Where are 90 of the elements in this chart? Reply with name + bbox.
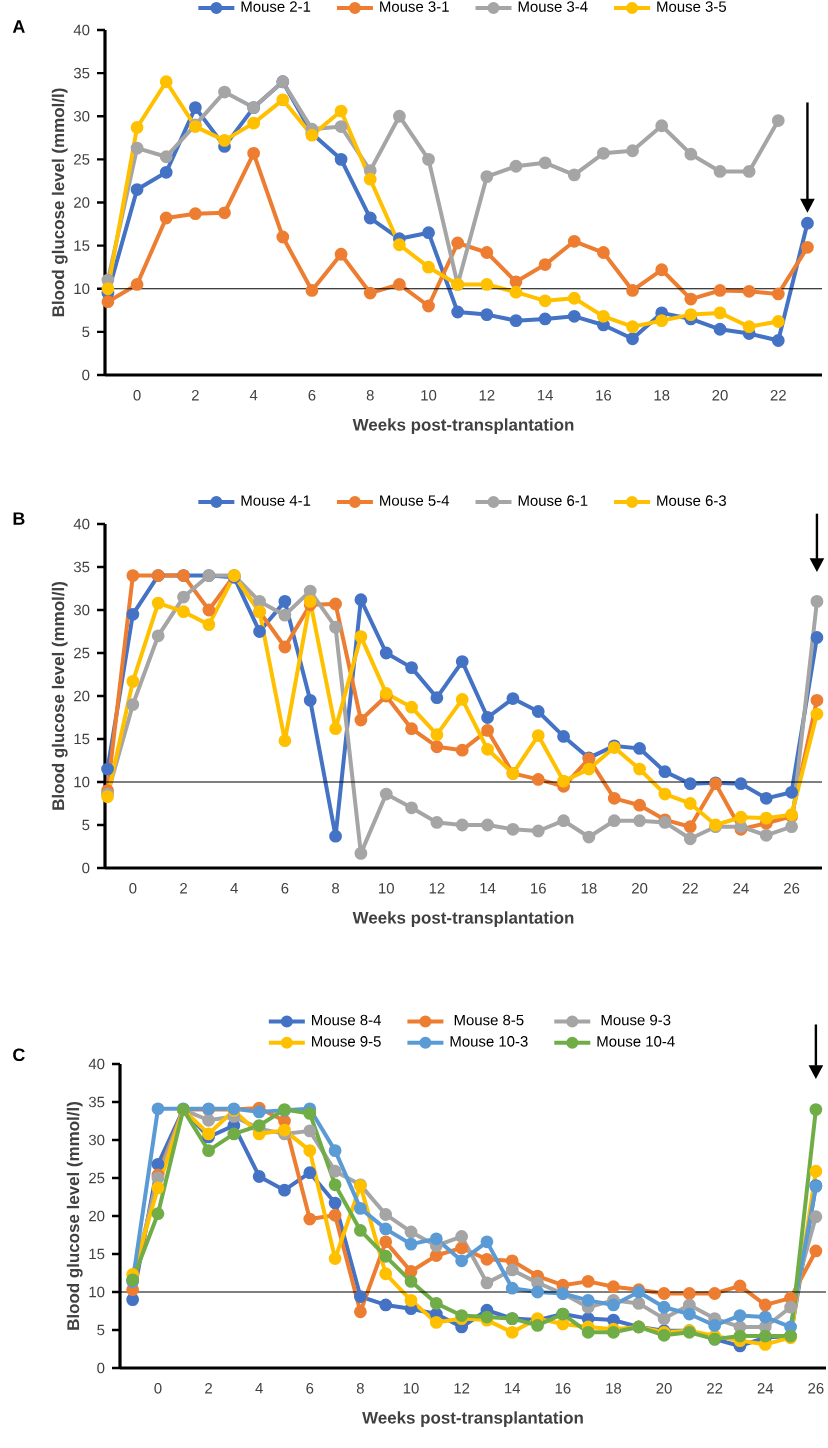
y-tick-label: 5	[82, 326, 90, 338]
x-tick-label: 20	[712, 390, 728, 401]
legend-label: Mouse 10-4	[597, 1036, 675, 1047]
legend-label: Mouse 3-5	[657, 1, 727, 12]
x-tick-label: 24	[733, 883, 749, 894]
legend-label: Mouse 8-4	[312, 1014, 381, 1026]
y-tick-label: 0	[97, 1362, 105, 1374]
x-tick-label: 16	[531, 883, 546, 894]
y-tick-label: 40	[73, 24, 90, 36]
x-tick-label: 10	[421, 390, 437, 401]
x-tick-label: 4	[249, 390, 258, 401]
x-tick-label: 14	[480, 883, 496, 894]
x-tick-label: 10	[379, 883, 394, 894]
x-tick-label: 6	[308, 390, 316, 401]
legend-label: Mouse 9-3	[601, 1014, 671, 1026]
legend-label: Mouse 10-3	[450, 1036, 528, 1047]
x-axis-title: Weeks post-transplantation	[352, 418, 574, 435]
x-tick-label: 22	[707, 1383, 723, 1394]
chart-title: A	[12, 20, 25, 33]
y-axis-title: Blood glucose level (mmol/l)	[66, 1102, 83, 1330]
y-tick-label: 10	[74, 776, 90, 788]
x-tick-label: 2	[191, 390, 199, 401]
x-tick-label: 0	[154, 1383, 162, 1394]
y-tick-label: 30	[73, 604, 90, 616]
x-tick-label: 2	[205, 1383, 212, 1394]
y-tick-label: 20	[74, 197, 90, 208]
x-tick-label: 14	[537, 390, 553, 401]
legend-label: Mouse 6-1	[518, 495, 588, 506]
y-tick-label: 10	[74, 283, 90, 295]
x-tick-label: 26	[784, 883, 800, 894]
y-tick-label: 30	[73, 110, 90, 122]
y-tick-label: 15	[74, 240, 90, 251]
x-tick-label: 26	[808, 1383, 824, 1394]
x-tick-label: 18	[606, 1383, 622, 1394]
x-tick-label: 6	[306, 1383, 314, 1394]
x-tick-label: 20	[632, 883, 648, 894]
x-tick-label: 14	[505, 1383, 521, 1394]
legend-label: Mouse 3-1	[380, 1, 449, 12]
x-axis-title: Weeks post-transplantation	[362, 1411, 583, 1428]
y-tick-label: 25	[74, 154, 90, 165]
x-tick-label: 12	[429, 883, 445, 894]
y-tick-label: 40	[73, 518, 90, 530]
x-tick-label: 20	[656, 1383, 672, 1394]
y-tick-label: 5	[97, 1324, 105, 1336]
y-tick-label: 20	[74, 690, 90, 702]
x-tick-label: 4	[255, 1383, 263, 1394]
x-tick-label: 8	[366, 390, 374, 401]
y-tick-label: 15	[89, 1248, 105, 1260]
y-tick-label: 25	[89, 1172, 105, 1184]
y-tick-label: 40	[88, 1058, 105, 1070]
x-tick-label: 18	[654, 390, 670, 401]
chart-title: B	[13, 512, 25, 525]
legend-label: Mouse 9-5	[312, 1036, 381, 1047]
y-tick-label: 20	[89, 1210, 105, 1222]
legend-label: Mouse 4-1	[241, 495, 311, 506]
x-tick-label: 12	[454, 1383, 470, 1394]
x-tick-label: 2	[180, 883, 187, 894]
x-tick-label: 16	[555, 1383, 571, 1394]
x-axis-title: Weeks post-transplantation	[352, 911, 574, 928]
x-tick-label: 22	[682, 883, 698, 894]
x-tick-label: 0	[133, 390, 141, 401]
x-tick-label: 12	[479, 390, 495, 401]
y-tick-label: 10	[89, 1286, 105, 1298]
chart-title: C	[13, 1048, 25, 1062]
legend-label: Mouse 8-5	[454, 1014, 524, 1026]
x-tick-label: 8	[356, 1383, 364, 1394]
y-tick-label: 0	[82, 369, 90, 381]
legend-label: Mouse 3-4	[518, 1, 588, 12]
legend-label: Mouse 2-1	[241, 1, 311, 12]
x-tick-label: 8	[332, 883, 340, 894]
y-axis-title: Blood glucose level (mmol/l)	[51, 582, 68, 810]
y-tick-label: 5	[82, 819, 90, 831]
x-tick-label: 24	[757, 1383, 774, 1394]
y-axis-title: Blood glucose level (mmol/l)	[51, 88, 68, 317]
x-tick-label: 18	[581, 883, 597, 894]
legend-label: Mouse 6-3	[657, 495, 726, 506]
y-tick-label: 15	[74, 733, 90, 745]
y-tick-label: 35	[73, 561, 90, 573]
y-tick-label: 0	[82, 862, 90, 874]
legend-label: Mouse 5-4	[380, 495, 450, 506]
x-tick-label: 10	[403, 1383, 419, 1394]
y-tick-label: 35	[88, 1096, 105, 1108]
y-tick-label: 25	[74, 647, 90, 659]
x-tick-label: 22	[770, 390, 786, 401]
x-tick-label: 6	[281, 883, 289, 894]
y-tick-label: 35	[73, 67, 90, 79]
x-tick-label: 4	[230, 883, 238, 894]
x-tick-label: 16	[596, 390, 612, 401]
x-tick-label: 0	[129, 883, 137, 894]
y-tick-label: 30	[88, 1134, 105, 1146]
